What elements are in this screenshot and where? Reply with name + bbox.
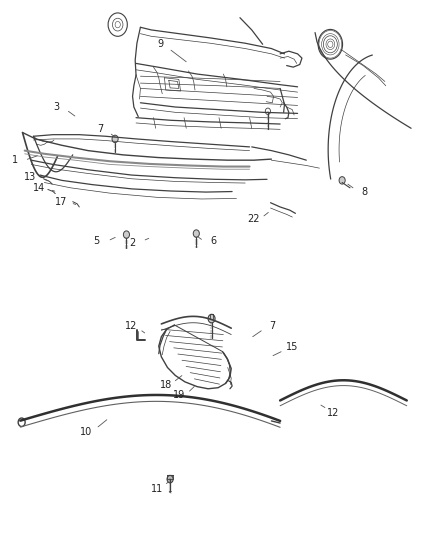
Circle shape [193, 230, 199, 237]
Text: 7: 7 [269, 321, 276, 331]
Text: 19: 19 [173, 390, 185, 400]
Text: 5: 5 [93, 236, 99, 246]
Text: 10: 10 [80, 427, 92, 438]
Circle shape [124, 231, 130, 238]
Text: 13: 13 [24, 172, 36, 182]
Circle shape [208, 314, 215, 323]
Text: 6: 6 [211, 236, 217, 246]
Text: 7: 7 [97, 124, 103, 134]
Text: 14: 14 [33, 183, 45, 193]
Circle shape [167, 475, 173, 483]
Text: 12: 12 [327, 408, 339, 418]
Text: 17: 17 [55, 197, 67, 207]
Text: 8: 8 [361, 187, 367, 197]
Text: 18: 18 [159, 379, 172, 390]
Text: 3: 3 [53, 102, 60, 112]
Text: 1: 1 [11, 155, 18, 165]
Text: 9: 9 [157, 39, 163, 49]
Text: 22: 22 [247, 214, 259, 224]
Circle shape [339, 176, 345, 184]
Text: 12: 12 [125, 321, 137, 331]
Text: 2: 2 [129, 238, 136, 247]
Circle shape [112, 135, 118, 143]
Text: 11: 11 [151, 484, 163, 494]
Text: 15: 15 [286, 342, 299, 352]
